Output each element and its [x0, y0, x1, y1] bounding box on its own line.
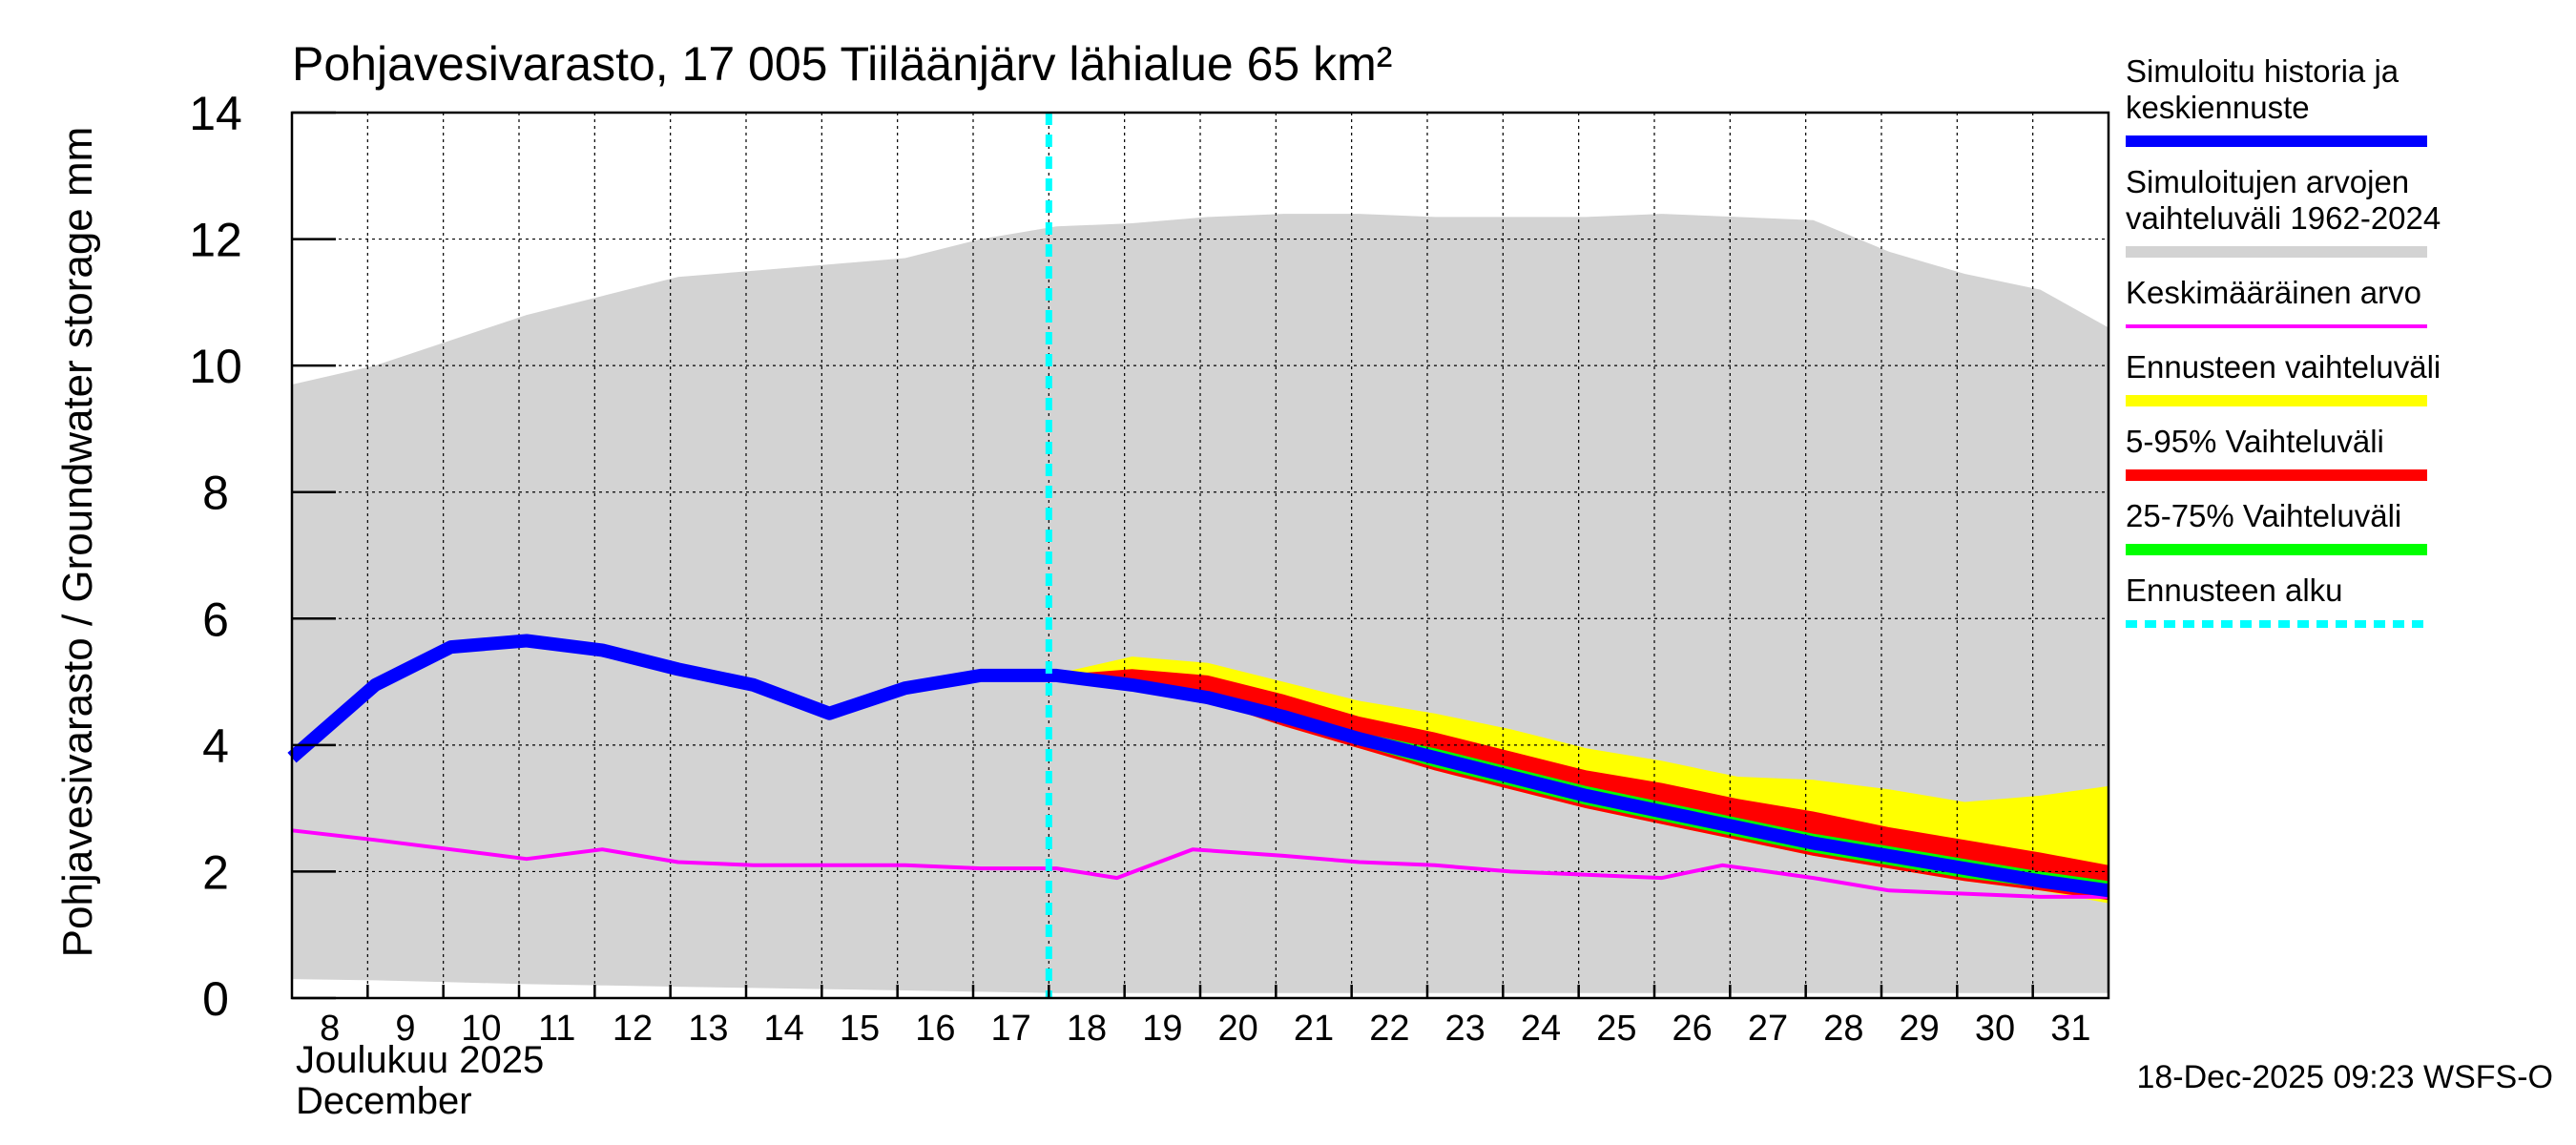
legend-item-5-95-vaihteluvali: 5-95% Vaihteluväli: [2126, 424, 2427, 481]
x-tick-label-25: 25: [1596, 1009, 1636, 1049]
legend-label-25-75-vaihteluvali-line-1: 25-75% Vaihteluväli: [2126, 498, 2401, 533]
x-tick-label-18: 18: [1067, 1009, 1107, 1049]
x-tick-label-19: 19: [1142, 1009, 1182, 1049]
legend-item-keskimaarainen-arvo: Keskimääräinen arvo: [2126, 275, 2427, 328]
y-tick-label-12: 12: [189, 214, 242, 267]
legend-label-simuloitujen-arvojen-vaihteluvali-1962-2024-line-1: Simuloitujen arvojen: [2126, 164, 2409, 199]
y-axis-label: Pohjavesivarasto / Groundwater storage m…: [54, 127, 101, 958]
x-tick-label-15: 15: [840, 1009, 880, 1049]
x-tick-label-22: 22: [1369, 1009, 1409, 1049]
x-tick-label-14: 14: [764, 1009, 804, 1049]
legend-label-keskimaarainen-arvo-line-1: Keskimääräinen arvo: [2126, 275, 2421, 310]
x-tick-label-20: 20: [1218, 1009, 1258, 1049]
legend-label-simuloitujen-arvojen-vaihteluvali-1962-2024-line-2: vaihteluväli 1962-2024: [2126, 200, 2441, 236]
x-axis-label-month-fi: Joulukuu 2025: [296, 1039, 544, 1081]
y-tick-label-4: 4: [202, 719, 229, 773]
x-tick-label-26: 26: [1672, 1009, 1713, 1049]
x-tick-label-24: 24: [1521, 1009, 1561, 1049]
line-keskimaarainen-arvo: [291, 828, 2109, 899]
x-tick-label-16: 16: [915, 1009, 955, 1049]
x-tick-label-9: 9: [395, 1009, 415, 1049]
y-tick-label-14: 14: [189, 87, 242, 140]
x-tick-label-11: 11: [538, 1009, 575, 1049]
grid-lines: [292, 113, 2109, 998]
x-tick-label-13: 13: [688, 1009, 728, 1049]
legend-label-simuloitu-historia-ja-keskiennuste-line-1: Simuloitu historia ja: [2126, 53, 2399, 89]
y-tick-label-6: 6: [202, 593, 229, 646]
axes: [290, 111, 2110, 1000]
line-simuloitu-historia-ja-keskiennuste: [287, 634, 2109, 898]
x-tick-label-12: 12: [613, 1009, 653, 1049]
x-tick-label-27: 27: [1748, 1009, 1788, 1049]
legend-label-5-95-vaihteluvali-line-1: 5-95% Vaihteluväli: [2126, 424, 2384, 459]
legend-item-ennusteen-vaihteluvali: Ennusteen vaihteluväli: [2126, 349, 2441, 406]
legend-label-simuloitu-historia-ja-keskiennuste-line-2: keskiennuste: [2126, 90, 2310, 125]
legend-label-ennusteen-alku-line-1: Ennusteen alku: [2126, 572, 2343, 608]
y-tick-label-2: 2: [202, 845, 229, 899]
x-tick-label-17: 17: [991, 1009, 1031, 1049]
x-tick-label-28: 28: [1823, 1009, 1863, 1049]
y-tick-label-10: 10: [189, 340, 242, 393]
x-tick-label-30: 30: [1975, 1009, 2015, 1049]
x-tick-label-21: 21: [1294, 1009, 1334, 1049]
legend-item-ennusteen-alku: Ennusteen alku: [2126, 572, 2427, 628]
timestamp: 18-Dec-2025 09:23 WSFS-O: [2136, 1059, 2553, 1095]
x-axis-label-month-en: December: [296, 1080, 472, 1122]
legend-item-25-75-vaihteluvali: 25-75% Vaihteluväli: [2126, 498, 2427, 555]
legend: Simuloitu historia jakeskiennusteSimuloi…: [2126, 53, 2441, 628]
x-tick-label-23: 23: [1445, 1009, 1485, 1049]
y-tick-label-8: 8: [202, 467, 229, 520]
x-tick-label-31: 31: [2050, 1009, 2090, 1049]
y-tick-label-0: 0: [202, 972, 229, 1026]
x-tick-label-29: 29: [1900, 1009, 1940, 1049]
plot-lines: [287, 113, 2109, 998]
x-tick-label-10: 10: [461, 1009, 501, 1049]
legend-label-ennusteen-vaihteluvali-line-1: Ennusteen vaihteluväli: [2126, 349, 2441, 385]
x-tick-label-8: 8: [320, 1009, 340, 1049]
chart-title: Pohjavesivarasto, 17 005 Tiiläänjärv läh…: [292, 37, 1392, 91]
